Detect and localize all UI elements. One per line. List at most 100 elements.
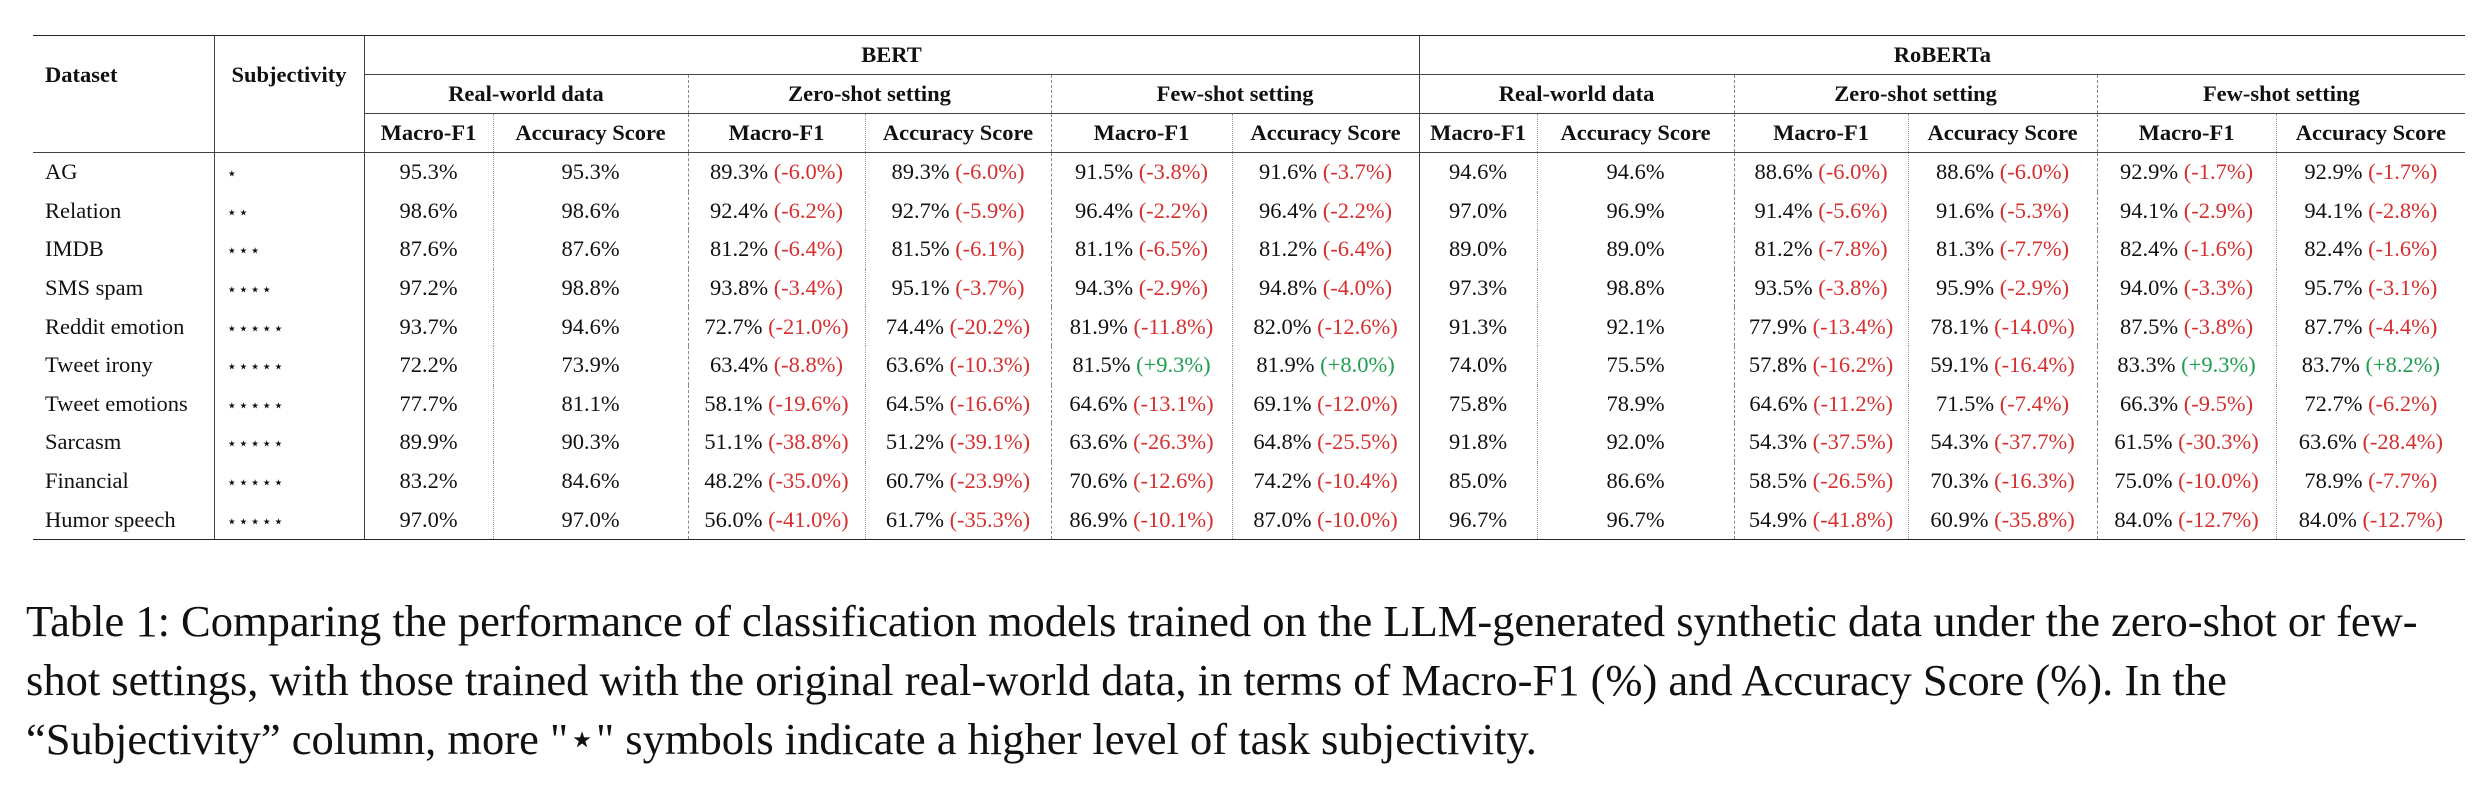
score-value: 71.5% <box>1936 390 1995 416</box>
score-value: 91.8% <box>1449 429 1508 455</box>
accuracy-cell: 91.6% (-5.3%) <box>1908 191 2098 231</box>
score-value: 74.2% <box>1253 468 1312 494</box>
score-value: 94.3% <box>1074 275 1134 301</box>
delta-negative: (-14.0%) <box>1994 313 2075 339</box>
subjectivity-cell: ⋆⋆ <box>214 191 365 231</box>
macro-f1-cell: 74.0% <box>1419 345 1538 385</box>
macro-f1-cell: 85.0% <box>1419 461 1538 501</box>
score-value: 91.5% <box>1074 159 1134 185</box>
delta-negative: (-6.1%) <box>955 236 1025 262</box>
macro-f1-cell: 66.3% (-9.5%) <box>2097 384 2277 424</box>
delta-negative: (-6.4%) <box>773 236 844 262</box>
accuracy-cell: 84.0% (-12.7%) <box>2276 500 2466 540</box>
score-value: 83.3% <box>2117 352 2176 378</box>
score-value: 60.9% <box>1930 506 1989 532</box>
score-value: 82.0% <box>1253 313 1312 339</box>
score-value: 94.6% <box>1606 159 1665 185</box>
header-macro-f1: Macro-F1 <box>2097 113 2277 153</box>
header-accuracy-score: Accuracy Score <box>493 113 689 153</box>
macro-f1-cell: 81.2% (-6.4%) <box>688 230 866 269</box>
subjectivity-stars: ⋆⋆⋆⋆⋆ <box>226 395 285 415</box>
accuracy-cell: 82.0% (-12.6%) <box>1232 307 1420 346</box>
accuracy-cell: 72.7% (-6.2%) <box>2276 385 2465 424</box>
delta-negative: (-3.1%) <box>2368 275 2438 301</box>
accuracy-cell: 89.3% (-6.0%) <box>865 152 1052 192</box>
macro-f1-cell: 91.5% (-3.8%) <box>1051 152 1233 192</box>
delta-negative: (-6.0%) <box>955 159 1025 185</box>
macro-f1-cell: 58.1% (-19.6%) <box>688 384 866 424</box>
delta-positive: (+9.3%) <box>1136 352 1211 378</box>
delta-negative: (-12.7%) <box>2178 506 2259 532</box>
macro-f1-cell: 82.4% (-1.6%) <box>2097 230 2277 269</box>
accuracy-cell: 64.8% (-25.5%) <box>1232 423 1420 462</box>
score-value: 94.1% <box>2120 197 2179 223</box>
delta-negative: (-23.9%) <box>949 468 1031 494</box>
accuracy-cell: 98.8% <box>1537 268 1735 308</box>
score-value: 89.3% <box>891 159 950 185</box>
score-value: 64.6% <box>1069 390 1128 416</box>
table-row: Financial ⋆⋆⋆⋆⋆ 83.2% 84.6% 48.2% (-35.0%) 60… <box>33 461 2465 501</box>
score-value: 74.4% <box>885 313 944 339</box>
delta-negative: (-2.9%) <box>1138 275 1209 301</box>
score-value: 58.1% <box>704 390 763 416</box>
subjectivity-cell: ⋆⋆⋆⋆⋆ <box>214 461 365 501</box>
dataset-name: SMS spam <box>33 268 215 308</box>
score-value: 93.8% <box>709 275 769 301</box>
header-macro-f1: Macro-F1 <box>364 113 494 153</box>
score-value: 92.7% <box>891 197 950 223</box>
score-value: 81.1% <box>1074 236 1134 262</box>
accuracy-cell: 96.4% (-2.2%) <box>1232 191 1420 231</box>
accuracy-cell: 63.6% (-10.3%) <box>865 345 1052 385</box>
subjectivity-stars: ⋆⋆⋆⋆ <box>226 280 274 300</box>
score-value: 48.2% <box>704 468 763 494</box>
delta-negative: (-35.0%) <box>768 468 849 494</box>
score-value: 84.0% <box>2298 506 2357 532</box>
score-value: 89.0% <box>1606 236 1665 262</box>
delta-negative: (-9.5%) <box>2183 390 2254 416</box>
header-dataset: Dataset <box>33 35 215 114</box>
score-value: 96.7% <box>1449 506 1508 532</box>
score-value: 84.6% <box>561 468 620 494</box>
delta-negative: (-10.4%) <box>1317 468 1398 494</box>
subjectivity-cell: ⋆⋆⋆⋆⋆ <box>214 500 365 540</box>
macro-f1-cell: 56.0% (-41.0%) <box>688 500 866 540</box>
subjectivity-cell: ⋆⋆⋆⋆⋆ <box>214 423 365 462</box>
score-value: 54.3% <box>1930 429 1989 455</box>
subjectivity-stars: ⋆⋆⋆⋆⋆ <box>226 434 285 454</box>
macro-f1-cell: 72.7% (-21.0%) <box>688 307 866 346</box>
delta-negative: (-41.8%) <box>1812 506 1894 532</box>
accuracy-cell: 98.8% <box>493 268 689 308</box>
header-group-bert: BERT <box>364 35 1420 75</box>
score-value: 88.6% <box>1754 159 1813 185</box>
score-value: 91.4% <box>1754 197 1813 223</box>
delta-positive: (+9.3%) <box>2181 352 2256 378</box>
accuracy-cell: 87.6% <box>493 230 689 269</box>
macro-f1-cell: 54.9% (-41.8%) <box>1734 500 1909 540</box>
accuracy-cell: 83.7% (+8.2%) <box>2276 346 2465 385</box>
macro-f1-cell: 95.3% <box>364 152 494 192</box>
header-bert-real: Real-world data <box>364 74 689 114</box>
macro-f1-cell: 81.5% (+9.3%) <box>1051 345 1233 385</box>
score-value: 95.9% <box>1936 275 1995 301</box>
score-value: 96.7% <box>1606 506 1665 532</box>
accuracy-cell: 70.3% (-16.3%) <box>1908 461 2098 501</box>
accuracy-cell: 81.5% (-6.1%) <box>865 230 1052 269</box>
accuracy-cell: 91.6% (-3.7%) <box>1232 152 1420 192</box>
macro-f1-cell: 75.8% <box>1419 384 1538 424</box>
dataset-name: Financial <box>33 461 215 501</box>
accuracy-cell: 60.9% (-35.8%) <box>1908 500 2098 540</box>
delta-negative: (-2.2%) <box>1322 197 1393 223</box>
delta-negative: (-10.0%) <box>1317 506 1398 532</box>
score-value: 72.7% <box>2304 390 2363 416</box>
score-value: 94.6% <box>1449 159 1508 185</box>
delta-negative: (-6.2%) <box>773 197 844 223</box>
accuracy-cell: 82.4% (-1.6%) <box>2276 230 2465 269</box>
dataset-name: Relation <box>33 191 215 231</box>
score-value: 98.8% <box>561 275 620 301</box>
score-value: 89.0% <box>1449 236 1508 262</box>
delta-negative: (-19.6%) <box>768 390 849 416</box>
delta-negative: (-4.0%) <box>1322 275 1393 301</box>
score-value: 70.6% <box>1069 468 1128 494</box>
accuracy-cell: 92.9% (-1.7%) <box>2276 153 2465 192</box>
accuracy-cell: 95.1% (-3.7%) <box>865 268 1052 308</box>
